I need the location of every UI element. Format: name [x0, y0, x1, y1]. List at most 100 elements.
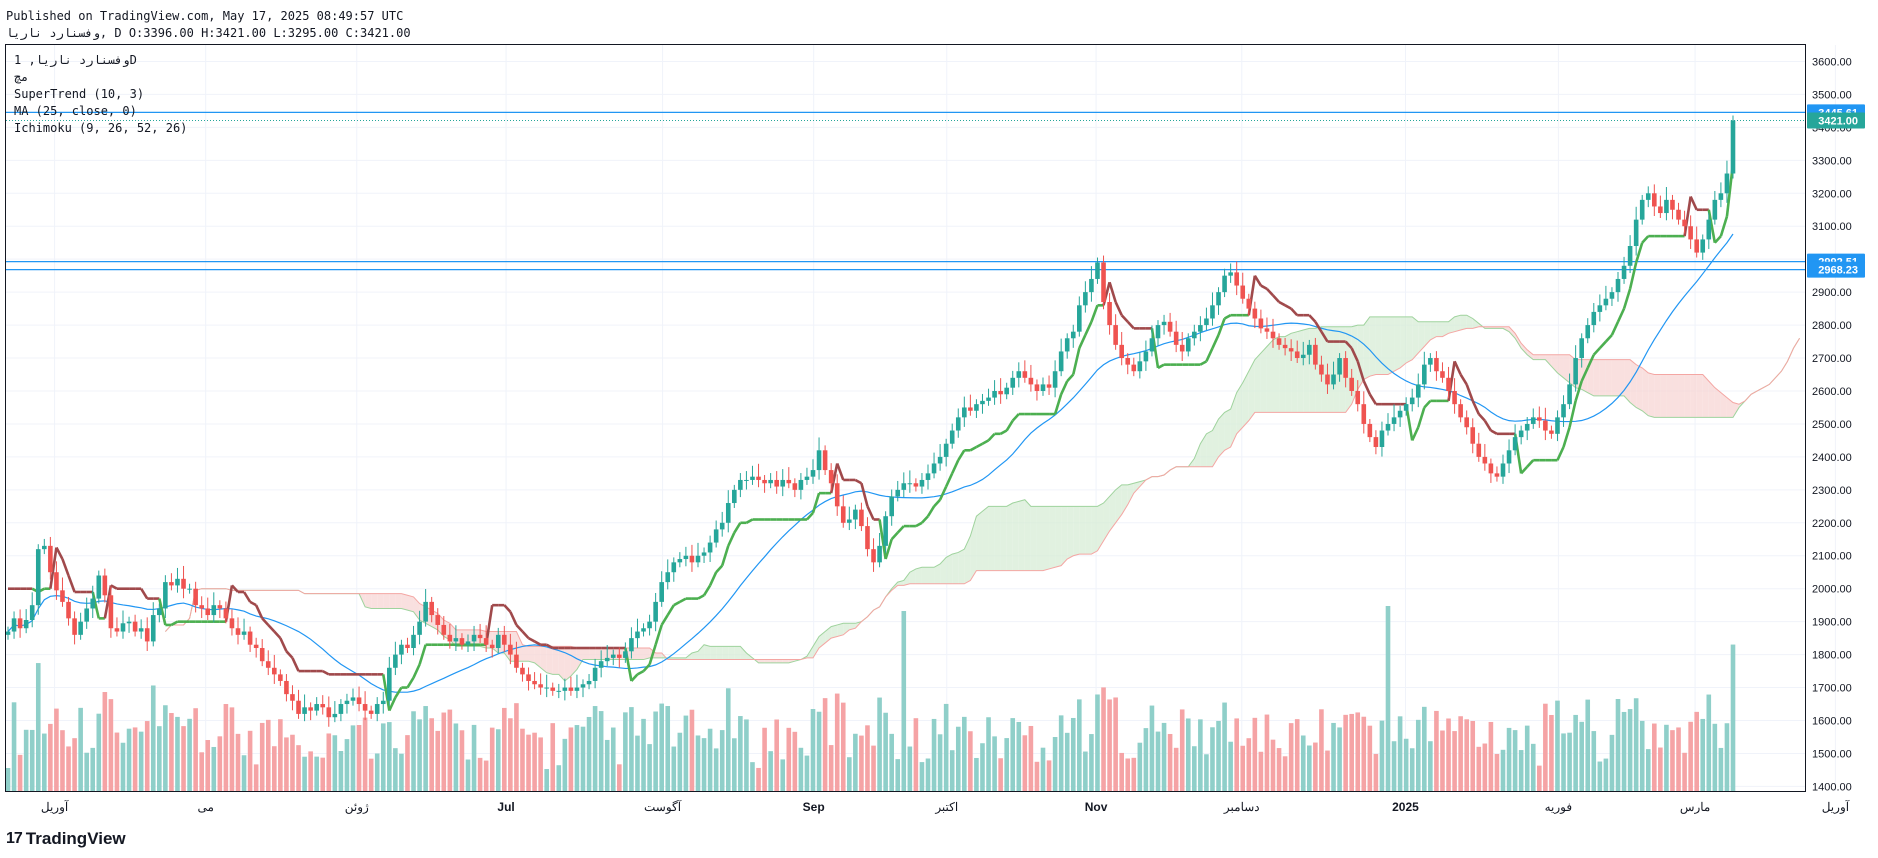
candle-body: [562, 687, 568, 691]
volume-bar: [610, 727, 616, 791]
volume-bar: [1434, 710, 1439, 791]
volume-bar: [380, 723, 386, 791]
cloud-segment: [1036, 506, 1043, 571]
cloud-segment: [1000, 506, 1007, 571]
cloud-segment: [583, 648, 590, 660]
volume-bar: [1161, 722, 1167, 791]
supertrend-segment: [835, 463, 845, 481]
supertrend-segment: [546, 643, 554, 650]
candle-body: [1264, 328, 1270, 332]
legend-ma[interactable]: MA (25, close, 0): [14, 104, 137, 118]
volume-bar: [901, 611, 907, 791]
supertrend-line: [8, 163, 1735, 712]
cloud-segment: [728, 646, 735, 660]
legend-supertrend[interactable]: SuperTrend (10, 3): [14, 87, 145, 101]
volume-bar: [1585, 699, 1591, 791]
volume-bar: [1440, 730, 1445, 791]
candle-body: [1058, 351, 1064, 372]
volume-bar: [925, 758, 931, 791]
volume-bar: [508, 718, 513, 791]
candle-body: [1639, 199, 1645, 220]
volume-bar: [78, 707, 83, 791]
volume-bar: [719, 730, 725, 791]
y-tick-label: 1600.00: [1812, 716, 1852, 728]
candle-body: [423, 601, 428, 622]
cloud-segment: [1630, 359, 1637, 408]
cloud-segment: [1400, 316, 1407, 368]
candle-body: [1355, 390, 1361, 405]
volume-bar: [54, 708, 59, 791]
cloud-segment: [1291, 331, 1298, 413]
legend-symbol[interactable]: وفسنارد ناريا, 1D: [14, 53, 137, 67]
cloud-segment: [474, 629, 481, 647]
horizontal-lines: [6, 111, 1805, 271]
candle-body: [1688, 226, 1693, 240]
candle-body: [701, 552, 707, 556]
supertrend-segment: [388, 696, 397, 712]
cloud-segment: [1557, 354, 1564, 378]
volume-bar: [374, 753, 380, 791]
cloud-segment: [1327, 326, 1334, 413]
cloud-segment: [1212, 419, 1219, 467]
supertrend-segment: [944, 472, 954, 488]
candle-body: [120, 623, 126, 632]
candle-body: [750, 476, 755, 480]
y-tick-label: 1900.00: [1812, 617, 1852, 629]
legend-ichimoku[interactable]: Ichimoku (9, 26, 52, 26): [14, 121, 188, 135]
cloud-segment: [716, 646, 723, 660]
supertrend-segment: [412, 663, 421, 679]
supertrend-segment: [1344, 340, 1353, 350]
candle-body: [520, 667, 525, 675]
volume-bar: [1464, 719, 1469, 791]
volume-bar: [1724, 723, 1730, 791]
candle-body: [1712, 199, 1718, 220]
candle-body: [1258, 318, 1264, 329]
volume-bar: [211, 746, 217, 791]
volume-bar: [1313, 742, 1318, 791]
candle-body: [1385, 423, 1391, 431]
cloud-segment: [710, 646, 717, 660]
supertrend-segment: [981, 439, 990, 445]
volume-bar: [368, 758, 374, 791]
candle-body: [235, 628, 241, 635]
y-tick-label: 2600.00: [1812, 386, 1852, 398]
cloud-segment: [1224, 409, 1231, 451]
candle-body: [54, 572, 59, 591]
supertrend-segment: [1157, 363, 1165, 370]
candle-body: [1325, 374, 1330, 385]
volume-bar: [150, 685, 156, 791]
candle-body: [1125, 358, 1131, 365]
supertrend-segment: [1320, 330, 1329, 343]
candle-body: [1143, 351, 1149, 362]
supertrend-segment: [860, 482, 869, 507]
candle-body: [296, 700, 301, 714]
volume-bar: [689, 709, 695, 791]
volume-bar: [834, 693, 840, 791]
cloud-segment: [1472, 318, 1479, 329]
volume-bar: [968, 731, 973, 791]
candle-body: [1131, 364, 1137, 372]
time-axis[interactable]: آوریل می ژوئن Jul آگوست Sep اکتبر Nov دسامبر 2025…: [41, 799, 1878, 814]
candle-body: [1567, 384, 1572, 405]
candle-body: [974, 404, 979, 411]
volume-bar: [1512, 730, 1518, 791]
candle-body: [604, 657, 610, 662]
supertrend-segment: [884, 538, 893, 560]
cloud-segment: [1049, 506, 1056, 569]
candle-body: [181, 578, 186, 589]
supertrend-segment: [1356, 360, 1366, 382]
price-axis[interactable]: 3600.003500.003400.003300.003200.003100.…: [1812, 56, 1852, 793]
cloud-segment: [1539, 354, 1546, 360]
candle-body: [108, 595, 114, 629]
candle-body: [580, 684, 586, 688]
cloud-segment: [1702, 374, 1709, 418]
supertrend-segment: [158, 598, 167, 626]
cloud-segment: [1424, 321, 1431, 347]
candle-body: [90, 598, 96, 609]
x-tick-label: می: [197, 800, 213, 814]
x-tick-label: مارس: [1680, 800, 1711, 814]
volume-bar: [1603, 758, 1609, 791]
volume-bar: [798, 747, 804, 791]
supertrend-segment: [291, 657, 300, 672]
